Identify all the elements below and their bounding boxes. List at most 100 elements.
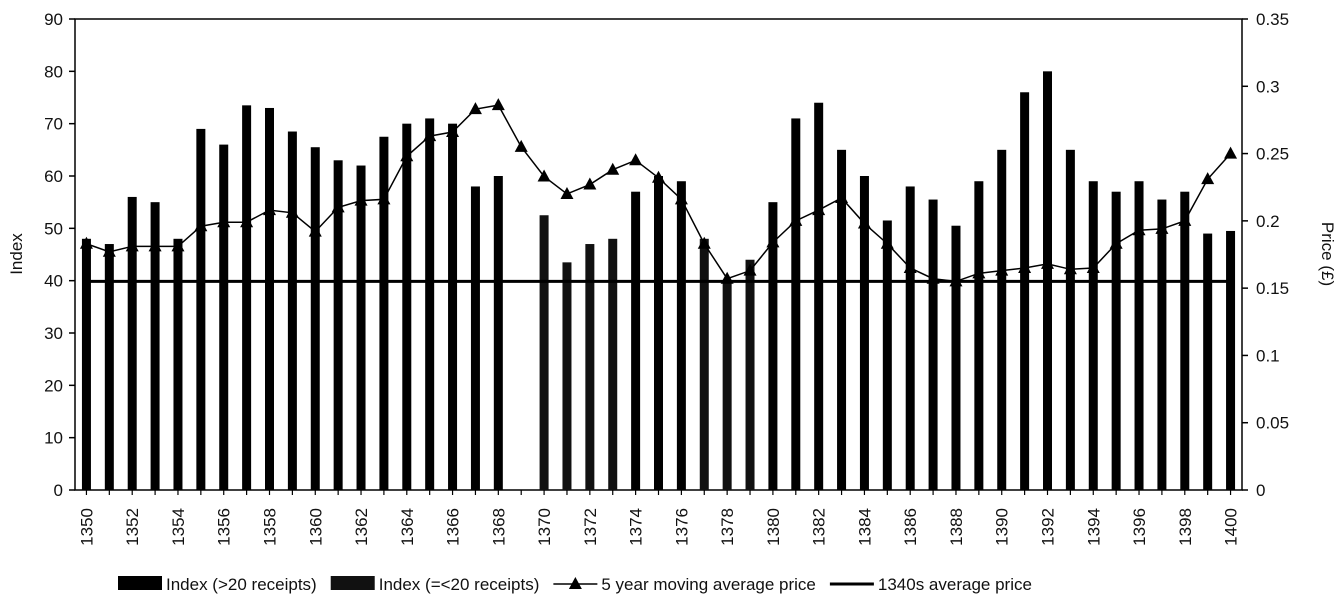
y2-tick-label: 0.2 (1256, 212, 1280, 231)
line-marker (194, 219, 208, 232)
x-tick-label: 1364 (398, 508, 417, 546)
line-marker (583, 177, 597, 190)
line-marker (743, 263, 757, 276)
bar (104, 244, 114, 490)
bar (173, 238, 183, 490)
bar (1065, 149, 1075, 491)
bar (928, 199, 938, 491)
x-tick-label: 1368 (489, 508, 508, 546)
bar (493, 176, 503, 490)
legend-marker (568, 577, 582, 589)
line-marker (491, 98, 505, 111)
bar (859, 176, 869, 490)
line-marker (1224, 146, 1238, 159)
line-marker (812, 203, 826, 216)
x-tick-label: 1394 (1084, 508, 1103, 546)
line-marker (880, 236, 894, 249)
line-marker (1041, 256, 1054, 269)
bar (562, 262, 572, 490)
y2-tick-label: 0.3 (1256, 77, 1280, 96)
y2-axis-label: Price (£) (1318, 222, 1337, 286)
line-marker (217, 215, 231, 228)
line-marker (468, 102, 482, 115)
bar (402, 123, 412, 491)
y-tick-label: 90 (44, 10, 63, 29)
x-tick-label: 1384 (855, 508, 874, 546)
bar (287, 131, 297, 490)
x-tick-label: 1370 (535, 508, 554, 546)
bar (1157, 199, 1167, 491)
bar (791, 118, 801, 490)
x-tick-label: 1362 (352, 508, 371, 546)
bar (1180, 191, 1190, 490)
bar (265, 107, 274, 490)
line-marker (148, 239, 162, 252)
legend-swatch (118, 576, 162, 590)
line-marker (1132, 223, 1146, 236)
y2-tick-label: 0.1 (1256, 346, 1280, 365)
bar (608, 238, 618, 490)
bar (699, 238, 709, 490)
line-marker (1178, 213, 1192, 226)
x-tick-label: 1390 (993, 508, 1012, 546)
line-marker (308, 224, 322, 237)
line-marker (697, 236, 711, 249)
bar (585, 244, 595, 490)
bar (654, 176, 663, 490)
bar (1020, 92, 1030, 491)
bar (470, 186, 480, 490)
bar (356, 165, 366, 491)
x-tick-label: 1386 (901, 508, 920, 546)
bar (837, 149, 847, 491)
y2-tick-label: 0.15 (1256, 279, 1289, 298)
line-marker (240, 215, 254, 228)
y-axis-label: Index (7, 233, 26, 275)
bar (448, 123, 458, 491)
x-tick-label: 1360 (306, 508, 325, 546)
bar (1111, 191, 1121, 490)
x-tick-label: 1352 (123, 508, 142, 546)
x-tick-label: 1388 (947, 508, 966, 546)
line-marker (377, 192, 391, 205)
y-tick-label: 60 (44, 167, 63, 186)
y-tick-label: 20 (44, 376, 63, 395)
y-tick-label: 30 (44, 324, 63, 343)
line-marker (857, 216, 871, 229)
line-marker (1063, 262, 1077, 275)
bar (150, 202, 160, 490)
y-tick-label: 10 (44, 429, 63, 448)
x-tick-label: 1398 (1176, 508, 1195, 546)
bar (951, 225, 961, 490)
bar (768, 202, 778, 490)
bar (539, 215, 549, 490)
bar (1203, 233, 1213, 491)
line-marker (285, 205, 299, 218)
line-marker (1018, 260, 1032, 273)
x-tick-label: 1396 (1130, 508, 1149, 546)
line-marker (972, 266, 986, 279)
y2-tick-label: 0 (1256, 481, 1265, 500)
bar (676, 181, 686, 490)
line-marker (400, 149, 414, 162)
legend-swatch (330, 576, 375, 590)
y-tick-label: 80 (44, 62, 63, 81)
line-marker (514, 139, 528, 152)
legend-label: 5 year moving average price (601, 575, 816, 594)
line-marker (1201, 172, 1215, 185)
bar (997, 149, 1007, 491)
bar (242, 105, 252, 490)
line-marker (263, 203, 276, 216)
bar (425, 118, 435, 490)
bar (1226, 230, 1236, 490)
line-marker (1086, 260, 1100, 273)
line-marker (446, 125, 460, 138)
line-marker (995, 263, 1009, 276)
x-tick-label: 1372 (581, 508, 600, 546)
x-tick-label: 1356 (215, 508, 234, 546)
line-marker (789, 213, 803, 226)
line-marker (652, 170, 665, 183)
bar (905, 186, 915, 490)
y2-tick-label: 0.35 (1256, 10, 1289, 29)
